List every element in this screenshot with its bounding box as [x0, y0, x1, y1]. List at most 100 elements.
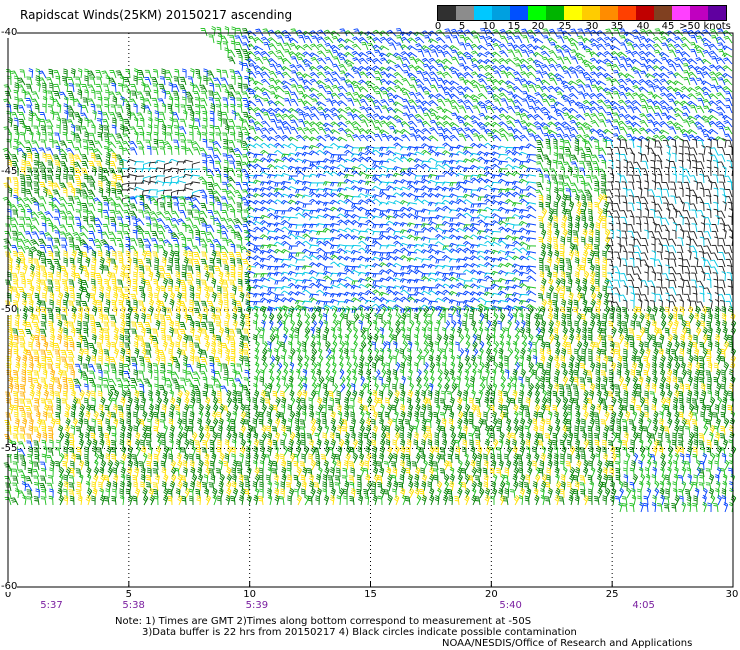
wind-barb	[252, 320, 258, 331]
wind-barb	[512, 224, 522, 230]
wind-barb	[392, 341, 398, 352]
wind-barb	[408, 91, 418, 100]
wind-barb	[296, 64, 306, 72]
wind-barb	[519, 293, 530, 299]
wind-barb	[185, 147, 194, 156]
wind-barb	[498, 237, 509, 243]
wind-barb	[678, 173, 684, 184]
wind-barb	[554, 73, 565, 79]
wind-barb	[506, 35, 516, 44]
wind-barb	[193, 307, 201, 317]
wind-barb	[210, 103, 216, 114]
wind-barb	[507, 133, 516, 142]
wind-barb	[200, 258, 208, 268]
wind-barb	[639, 98, 649, 107]
wind-barb	[548, 50, 558, 58]
wind-barb	[505, 164, 516, 170]
wind-barb	[115, 91, 124, 100]
wind-barb	[379, 223, 390, 229]
wind-barb	[34, 103, 40, 114]
wind-barb	[245, 193, 257, 199]
wind-barb	[337, 157, 348, 163]
wind-barb	[112, 306, 118, 317]
wind-barb	[701, 58, 712, 65]
wind-barb	[631, 50, 642, 58]
wind-barb	[570, 154, 579, 163]
wind-barb	[636, 356, 642, 366]
wind-barb	[666, 92, 677, 100]
wind-barb	[70, 131, 76, 142]
wind-barb	[201, 195, 208, 205]
wind-barb	[69, 96, 75, 107]
wind-barb	[273, 94, 285, 100]
wind-barb	[60, 265, 68, 275]
wind-barb	[386, 319, 392, 331]
wind-barb	[498, 92, 509, 100]
wind-barb	[491, 230, 502, 236]
wind-barb	[449, 86, 460, 93]
wind-barb	[351, 121, 362, 128]
wind-barb	[55, 173, 61, 184]
wind-barb	[525, 174, 537, 179]
wind-barb	[423, 112, 432, 121]
wind-barb	[574, 138, 580, 149]
wind-barb	[196, 362, 202, 373]
wind-barb	[681, 57, 691, 65]
wind-barb	[295, 170, 306, 177]
wind-barb	[223, 159, 229, 170]
wind-barb	[55, 75, 61, 86]
wind-barb	[259, 187, 271, 192]
wind-barb	[222, 97, 229, 107]
wind-barb	[633, 35, 642, 44]
wind-barb	[608, 251, 614, 261]
wind-barb	[506, 105, 516, 114]
wind-barb	[56, 333, 63, 345]
wind-barb	[235, 27, 243, 37]
wind-barb	[73, 161, 82, 170]
wind-barb	[707, 108, 719, 114]
wind-barb	[189, 82, 195, 93]
wind-barb	[323, 108, 334, 114]
wind-barb	[594, 201, 600, 212]
wind-barb	[209, 110, 215, 121]
wind-barb	[629, 166, 635, 177]
wind-barb	[700, 80, 712, 86]
wind-barb	[589, 93, 600, 100]
colorbar-label: 0	[434, 21, 442, 32]
wind-barb	[429, 71, 439, 79]
wind-barb	[59, 161, 68, 170]
wind-barb	[618, 113, 628, 121]
wind-barb	[358, 66, 369, 72]
wind-barb	[344, 79, 355, 86]
wind-barb	[343, 59, 355, 65]
wind-barb	[477, 64, 488, 72]
wind-barb	[33, 125, 40, 135]
wind-barb	[53, 70, 61, 79]
wind-barb	[386, 181, 397, 186]
wind-barb	[137, 230, 145, 240]
wind-barb	[514, 112, 523, 121]
wind-barb	[461, 320, 467, 331]
wind-barb	[75, 125, 82, 135]
wind-barb	[584, 84, 593, 93]
wind-barb	[476, 230, 488, 235]
wind-barb	[392, 355, 397, 366]
wind-barb	[28, 257, 33, 268]
wind-barb	[709, 64, 719, 72]
wind-barb	[322, 122, 334, 128]
wind-barb	[252, 279, 264, 284]
wind-barb	[614, 293, 621, 303]
wind-barb	[406, 202, 418, 207]
wind-barb	[575, 277, 581, 289]
wind-barb	[650, 159, 656, 170]
wind-barb	[280, 180, 292, 186]
wind-barb	[316, 247, 327, 254]
wind-barb	[694, 135, 705, 142]
wind-barb	[174, 145, 180, 156]
wind-barb	[40, 321, 47, 331]
wind-barb	[704, 265, 712, 275]
wind-barb	[146, 145, 152, 156]
wind-barb	[121, 140, 131, 149]
wind-barb	[269, 91, 278, 100]
wind-barb	[435, 175, 446, 180]
